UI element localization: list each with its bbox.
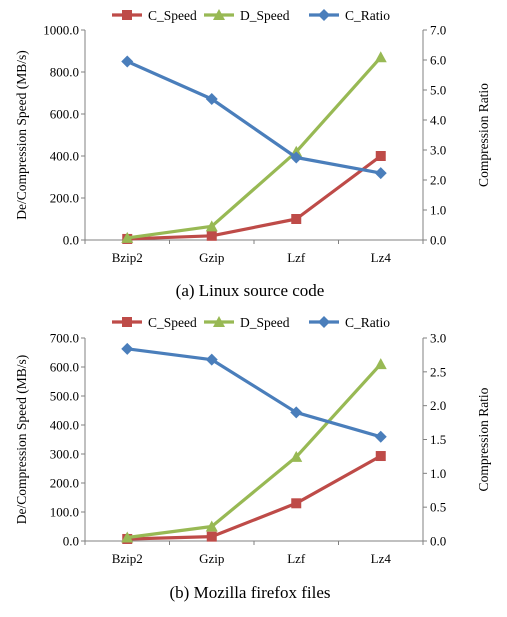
x-tick-label: Bzip2 bbox=[112, 551, 143, 566]
data-point-d-speed bbox=[205, 220, 218, 232]
left-tick-label: 700.0 bbox=[50, 331, 79, 346]
series-line-c-speed bbox=[127, 154, 382, 241]
y2-axis-title: Compression Ratio bbox=[476, 83, 491, 187]
data-point-c-ratio bbox=[290, 406, 303, 419]
x-tick-label: Lzf bbox=[287, 551, 306, 566]
right-tick-label: 6.0 bbox=[430, 53, 446, 68]
legend-marker bbox=[122, 10, 132, 20]
left-tick-label: 300.0 bbox=[50, 447, 79, 462]
y-axis-title: De/Compression Speed (MB/s) bbox=[14, 50, 29, 220]
x-tick-label: Gzip bbox=[199, 551, 224, 566]
data-point-c-speed bbox=[291, 214, 302, 224]
data-point-d-speed bbox=[205, 520, 218, 532]
left-tick-label: 0.0 bbox=[63, 233, 79, 248]
data-point-c-ratio bbox=[121, 342, 134, 355]
legend-label: D_Speed bbox=[240, 8, 290, 23]
left-tick-label: 200.0 bbox=[50, 476, 79, 491]
legend-label: C_Ratio bbox=[345, 315, 390, 330]
data-point-d-speed bbox=[121, 531, 134, 543]
data-point-d-speed bbox=[290, 450, 303, 462]
right-tick-label: 0.0 bbox=[430, 233, 446, 248]
data-point-c-ratio bbox=[374, 430, 387, 443]
series-line-c-ratio bbox=[126, 60, 382, 175]
left-tick-label: 600.0 bbox=[50, 107, 79, 122]
data-point-c-speed bbox=[206, 230, 217, 241]
right-tick-label: 5.0 bbox=[430, 83, 446, 98]
data-point-c-ratio bbox=[290, 151, 303, 164]
right-tick-label: 2.5 bbox=[430, 364, 446, 379]
left-tick-label: 200.0 bbox=[50, 191, 79, 206]
data-point-c-ratio bbox=[205, 93, 218, 105]
data-point-d-speed bbox=[374, 358, 387, 370]
series-line-d-speed bbox=[127, 56, 382, 240]
left-tick-label: 1000.0 bbox=[43, 23, 79, 38]
x-tick-label: Gzip bbox=[199, 250, 224, 265]
right-tick-label: 1.0 bbox=[430, 203, 446, 218]
data-point-c-speed bbox=[375, 151, 386, 161]
right-tick-label: 0.5 bbox=[430, 500, 446, 515]
series-line-c-speed bbox=[127, 454, 382, 541]
y-axis-title: De/Compression Speed (MB/s) bbox=[14, 355, 29, 525]
series-line-d-speed bbox=[127, 363, 382, 540]
legend-marker bbox=[318, 9, 330, 21]
right-tick-label: 4.0 bbox=[430, 113, 446, 128]
legend-marker bbox=[318, 316, 330, 328]
right-tick-label: 0.0 bbox=[430, 534, 446, 549]
x-tick-label: Bzip2 bbox=[112, 250, 143, 265]
legend-label: C_Speed bbox=[148, 8, 197, 23]
data-point-c-ratio bbox=[205, 353, 218, 366]
x-tick-label: Lz4 bbox=[371, 551, 392, 566]
chart-caption: (a) Linux source code bbox=[176, 281, 325, 300]
left-tick-label: 0.0 bbox=[63, 534, 79, 549]
legend-marker bbox=[213, 316, 225, 327]
x-tick-label: Lz4 bbox=[371, 250, 392, 265]
left-tick-label: 800.0 bbox=[50, 65, 79, 80]
chart-caption: (b) Mozilla firefox files bbox=[170, 583, 331, 602]
right-tick-label: 2.0 bbox=[430, 398, 446, 413]
right-tick-label: 2.0 bbox=[430, 173, 446, 188]
chart-linux-source-code: 0.0 200.0 400.0 600.0 800.0 1000.0 0.0 1.0 2.0 3.… bbox=[14, 8, 491, 300]
right-tick-label: 7.0 bbox=[430, 23, 446, 38]
right-tick-label: 3.0 bbox=[430, 331, 446, 346]
data-point-d-speed bbox=[121, 231, 134, 243]
data-point-c-speed bbox=[206, 531, 217, 542]
legend-label: D_Speed bbox=[240, 315, 290, 330]
left-tick-label: 400.0 bbox=[50, 149, 79, 164]
legend-marker bbox=[213, 9, 225, 20]
legend-label: C_Speed bbox=[148, 315, 197, 330]
data-point-c-ratio bbox=[374, 167, 387, 180]
left-tick-label: 100.0 bbox=[50, 505, 79, 520]
data-point-c-speed bbox=[291, 498, 302, 509]
data-point-c-ratio bbox=[121, 55, 134, 68]
left-tick-label: 600.0 bbox=[50, 360, 79, 375]
series-line-c-ratio bbox=[127, 347, 382, 439]
data-point-d-speed bbox=[374, 51, 387, 63]
right-tick-label: 3.0 bbox=[430, 143, 446, 158]
left-tick-label: 500.0 bbox=[50, 389, 79, 404]
legend-marker bbox=[122, 317, 132, 327]
right-tick-label: 1.0 bbox=[430, 466, 446, 481]
right-tick-label: 1.5 bbox=[430, 432, 446, 447]
x-tick-label: Lzf bbox=[287, 250, 306, 265]
left-tick-label: 400.0 bbox=[50, 418, 79, 433]
y2-axis-title: Compression Ratio bbox=[476, 387, 491, 491]
chart-mozilla-firefox-files: 0.0 100.0 200.0 300.0 400.0 500.0 600.0 700.0 0.… bbox=[14, 315, 491, 602]
data-point-c-speed bbox=[375, 451, 386, 462]
legend-label: C_Ratio bbox=[345, 8, 390, 23]
